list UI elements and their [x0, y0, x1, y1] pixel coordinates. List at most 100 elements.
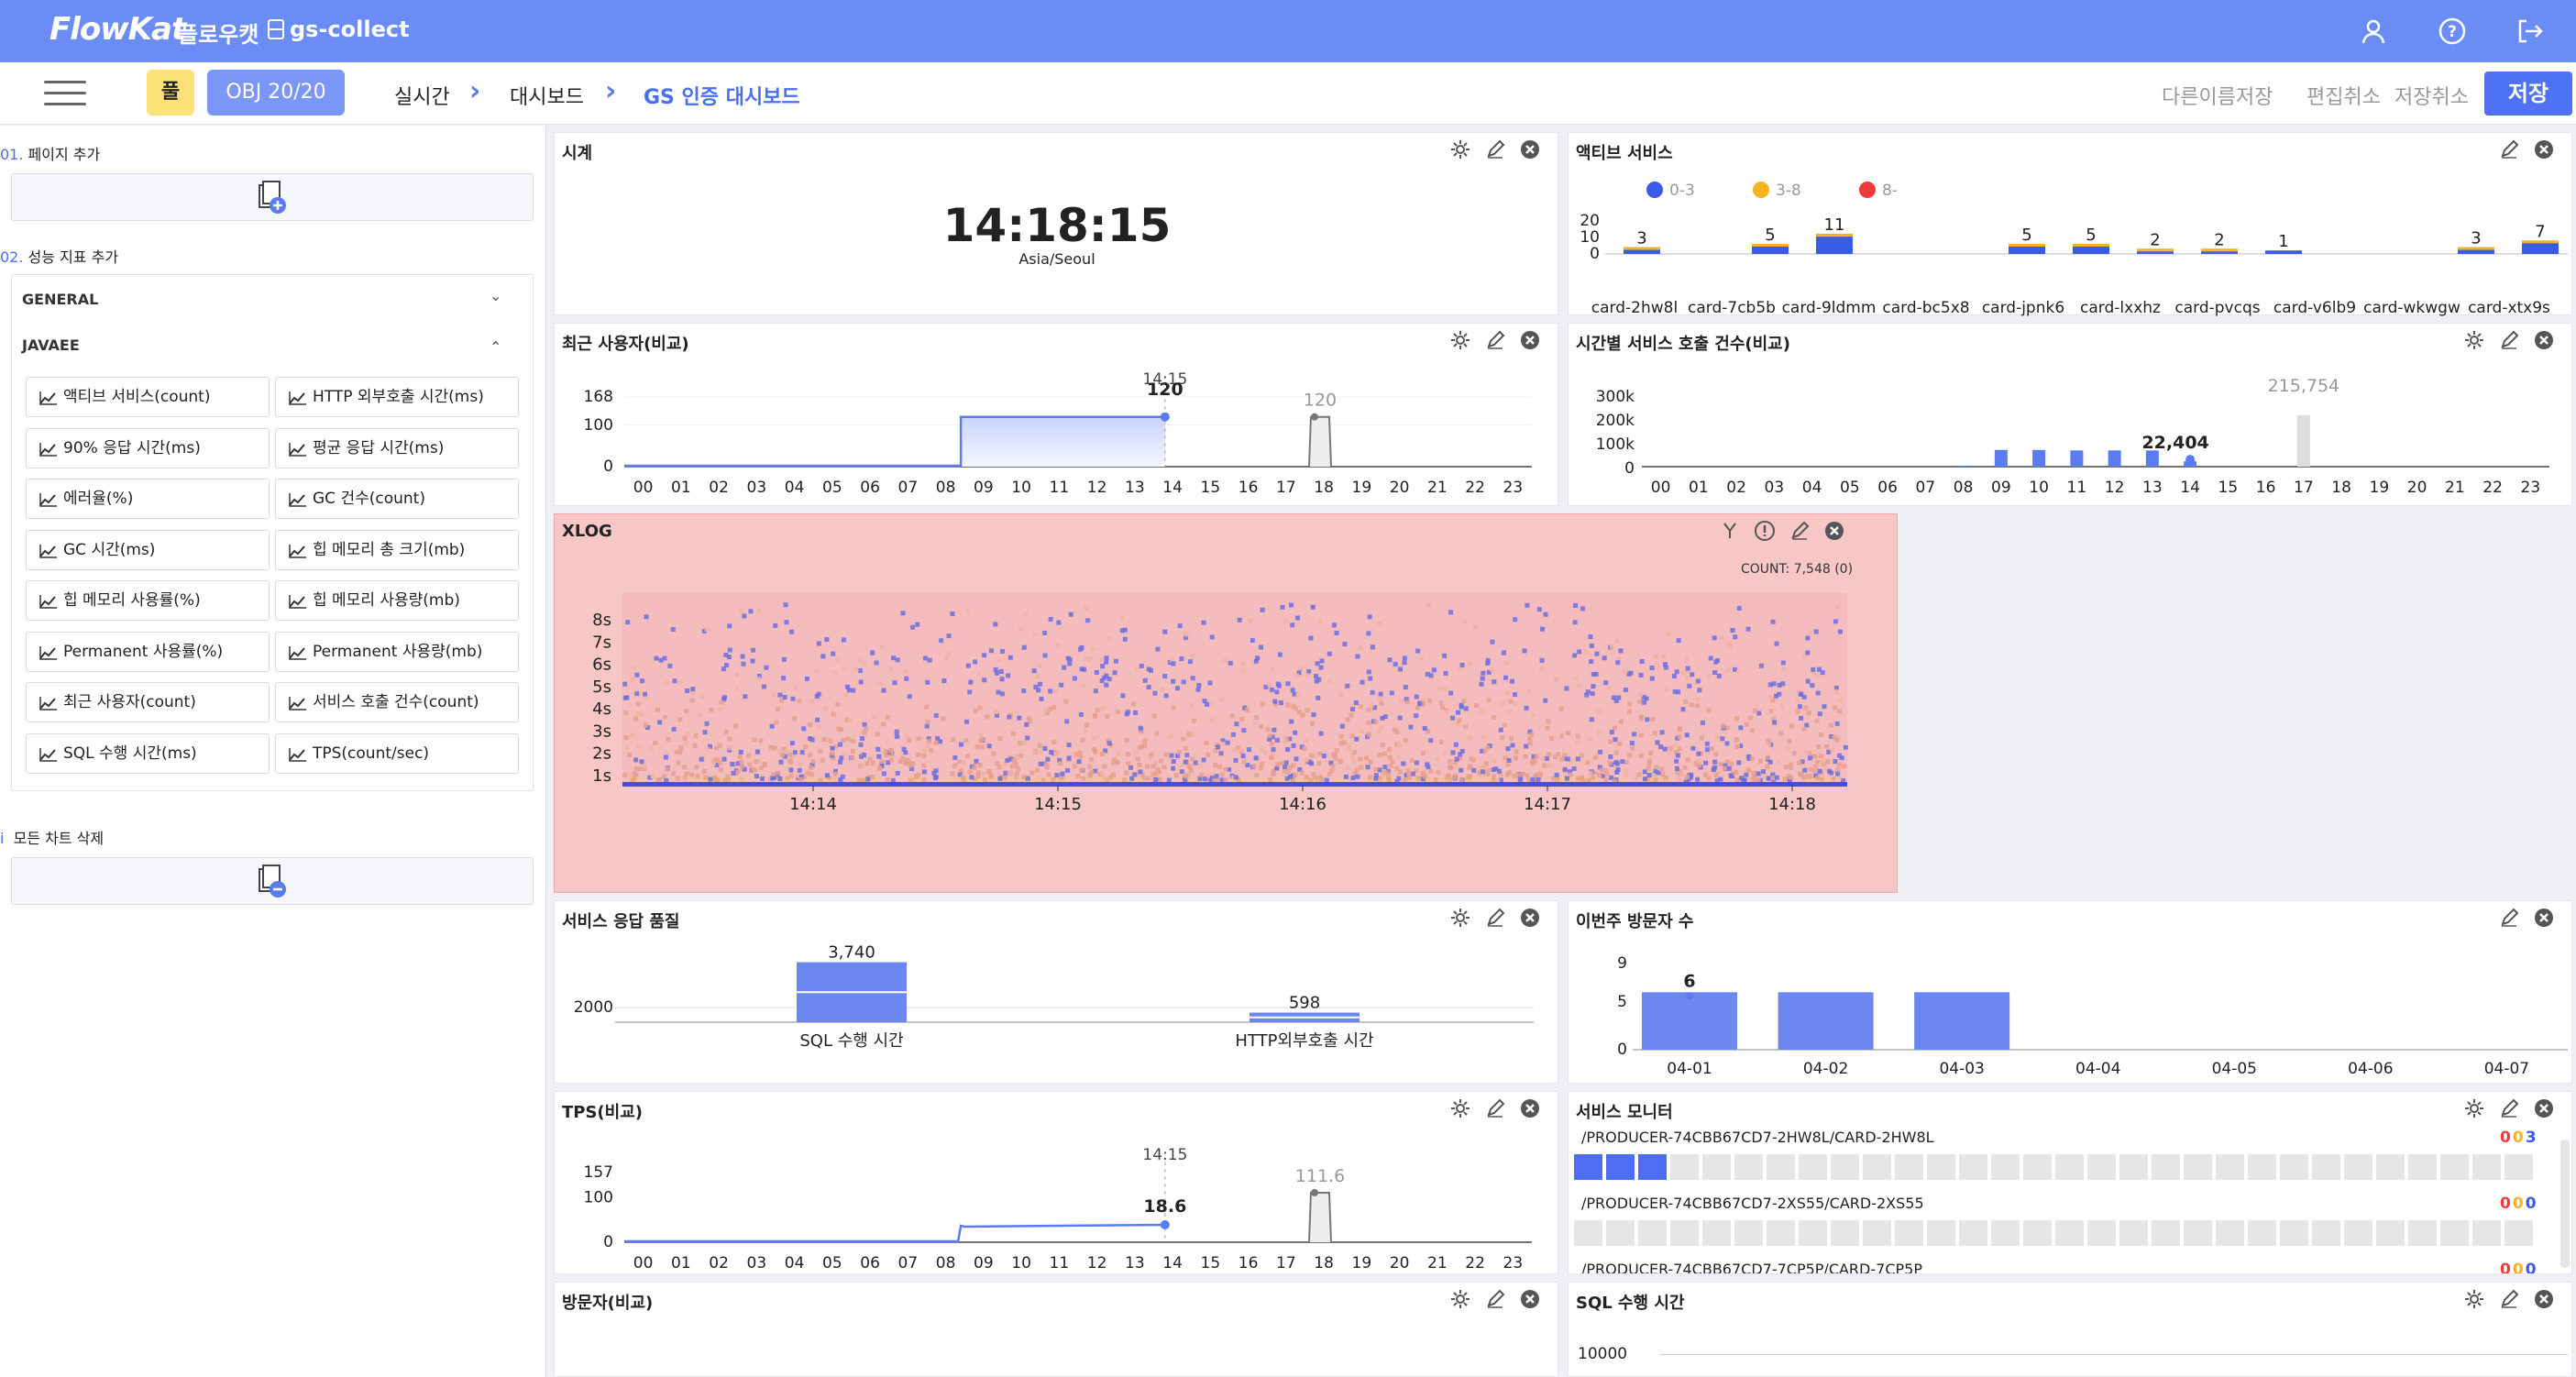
edit-icon[interactable] — [1484, 329, 1506, 351]
line-chart-icon — [39, 747, 57, 762]
xlog-point — [888, 757, 894, 763]
add-page-button[interactable] — [11, 173, 534, 221]
xlog-point — [1037, 663, 1042, 668]
xlog-point — [1649, 665, 1655, 670]
xlog-point — [1438, 740, 1444, 745]
close-icon[interactable] — [1823, 520, 1845, 542]
menu-button[interactable] — [44, 81, 86, 108]
metric-button[interactable]: HTTP 외부호출 시간(ms) — [275, 377, 519, 417]
xlog-point — [1789, 762, 1794, 767]
close-icon[interactable] — [2533, 329, 2555, 351]
x-tick-label: 14:18 — [1768, 795, 1816, 814]
edit-icon[interactable] — [2498, 1288, 2520, 1310]
alert-icon[interactable] — [1754, 520, 1776, 542]
breadcrumb-realtime[interactable]: 실시간 — [394, 86, 450, 109]
xlog-point — [1370, 689, 1375, 695]
gear-icon[interactable] — [1449, 138, 1471, 160]
metric-button[interactable]: TPS(count/sec) — [275, 733, 519, 774]
close-icon[interactable] — [1519, 1288, 1541, 1310]
object-count-button[interactable]: OBJ 20/20 — [207, 70, 345, 116]
close-icon[interactable] — [1519, 329, 1541, 351]
edit-icon[interactable] — [1484, 138, 1506, 160]
close-icon[interactable] — [1519, 1097, 1541, 1119]
monitor-row[interactable]: /PRODUCER-74CBB67CD7-7CP5P/CARD-7CP5P 000 — [1569, 1257, 2559, 1273]
metric-button[interactable]: 액티브 서비스(count) — [26, 377, 270, 417]
metric-button[interactable]: Permanent 사용량(mb) — [275, 631, 519, 672]
chevron-up-icon[interactable]: ⌃ — [490, 338, 502, 356]
edit-icon[interactable] — [2498, 329, 2520, 351]
xlog-point — [916, 736, 921, 742]
metric-button[interactable]: 최근 사용자(count) — [26, 682, 270, 722]
line-chart-icon — [289, 645, 306, 660]
metric-button[interactable]: 90% 응답 시간(ms) — [26, 427, 270, 468]
xlog-point — [701, 628, 707, 633]
monitor-row[interactable]: /PRODUCER-74CBB67CD7-2HW8L/CARD-2HW8L 003 — [1569, 1125, 2559, 1189]
close-icon[interactable] — [2533, 1097, 2555, 1119]
gear-icon[interactable] — [2463, 1097, 2485, 1119]
user-icon[interactable] — [2358, 16, 2389, 47]
gear-icon[interactable] — [1449, 907, 1471, 929]
xlog-point — [818, 777, 823, 783]
xlog-point — [1124, 770, 1129, 776]
xlog-point — [1333, 755, 1338, 761]
logout-icon[interactable] — [2514, 16, 2545, 47]
chevron-down-icon[interactable]: ⌄ — [490, 287, 502, 304]
edit-icon[interactable] — [1484, 1097, 1506, 1119]
edit-icon[interactable] — [1484, 907, 1506, 929]
metric-button[interactable]: GC 건수(count) — [275, 479, 519, 519]
gear-icon[interactable] — [1449, 1288, 1471, 1310]
gear-icon[interactable] — [2463, 1288, 2485, 1310]
xlog-point — [779, 699, 785, 704]
legend-marker — [1859, 182, 1876, 198]
edit-icon[interactable] — [2498, 1097, 2520, 1119]
cancel-edit-button[interactable]: 편집취소 — [2306, 86, 2381, 109]
metric-button[interactable]: SQL 수행 시간(ms) — [26, 733, 270, 774]
cancel-save-button[interactable]: 저장취소 — [2394, 86, 2469, 109]
help-icon[interactable]: ? — [2437, 16, 2468, 47]
metric-button[interactable]: Permanent 사용률(%) — [26, 631, 270, 672]
filter-icon[interactable] — [1719, 520, 1741, 542]
logo[interactable]: FlowKat — [50, 11, 186, 48]
metric-button[interactable]: 힙 메모리 사용량(mb) — [275, 580, 519, 621]
save-as-button[interactable]: 다른이름저장 — [2162, 86, 2273, 109]
edit-icon[interactable] — [2498, 138, 2520, 160]
gear-icon[interactable] — [1449, 329, 1471, 351]
thread-cell — [1895, 1220, 1923, 1246]
metric-button[interactable]: 평균 응답 시간(ms) — [275, 427, 519, 468]
xlog-point — [1404, 772, 1409, 777]
close-icon[interactable] — [1519, 138, 1541, 160]
xlog-point — [1314, 678, 1319, 684]
delete-all-charts-button[interactable] — [11, 857, 534, 905]
thread-cell — [2248, 1154, 2276, 1180]
edit-icon[interactable] — [2498, 907, 2520, 929]
save-button[interactable]: 저장 — [2484, 72, 2572, 116]
metric-button[interactable]: 힙 메모리 사용률(%) — [26, 580, 270, 621]
xlog-point — [1282, 739, 1288, 744]
metric-button[interactable]: 힙 메모리 총 크기(mb) — [275, 529, 519, 570]
group-general[interactable]: GENERAL — [22, 291, 99, 308]
xlog-point — [838, 759, 843, 765]
xlog-point — [921, 763, 927, 768]
project-name[interactable]: gs-collect — [268, 17, 410, 42]
xlog-point — [975, 774, 981, 779]
gear-icon[interactable] — [1449, 1097, 1471, 1119]
x-tick-label: 15 — [2218, 479, 2239, 497]
metric-button[interactable]: GC 시간(ms) — [26, 529, 270, 570]
close-icon[interactable] — [1519, 907, 1541, 929]
close-icon[interactable] — [2533, 1288, 2555, 1310]
scrollbar[interactable] — [2560, 1140, 2570, 1268]
metric-button[interactable]: 에러율(%) — [26, 479, 270, 519]
close-icon[interactable] — [2533, 907, 2555, 929]
group-javaee[interactable]: JAVAEE — [22, 336, 80, 354]
xlog-point — [684, 709, 689, 714]
breadcrumb-dashboard[interactable]: 대시보드 — [510, 86, 584, 109]
gear-icon[interactable] — [2463, 329, 2485, 351]
edit-icon[interactable] — [1484, 1288, 1506, 1310]
xlog-point — [1345, 683, 1350, 688]
close-icon[interactable] — [2533, 138, 2555, 160]
edit-icon[interactable] — [1789, 520, 1811, 542]
metric-button[interactable]: 서비스 호출 건수(count) — [275, 682, 519, 722]
monitor-row[interactable]: /PRODUCER-74CBB67CD7-2XS55/CARD-2XS55 000 — [1569, 1191, 2559, 1255]
pool-button[interactable]: 풀 — [147, 70, 194, 116]
